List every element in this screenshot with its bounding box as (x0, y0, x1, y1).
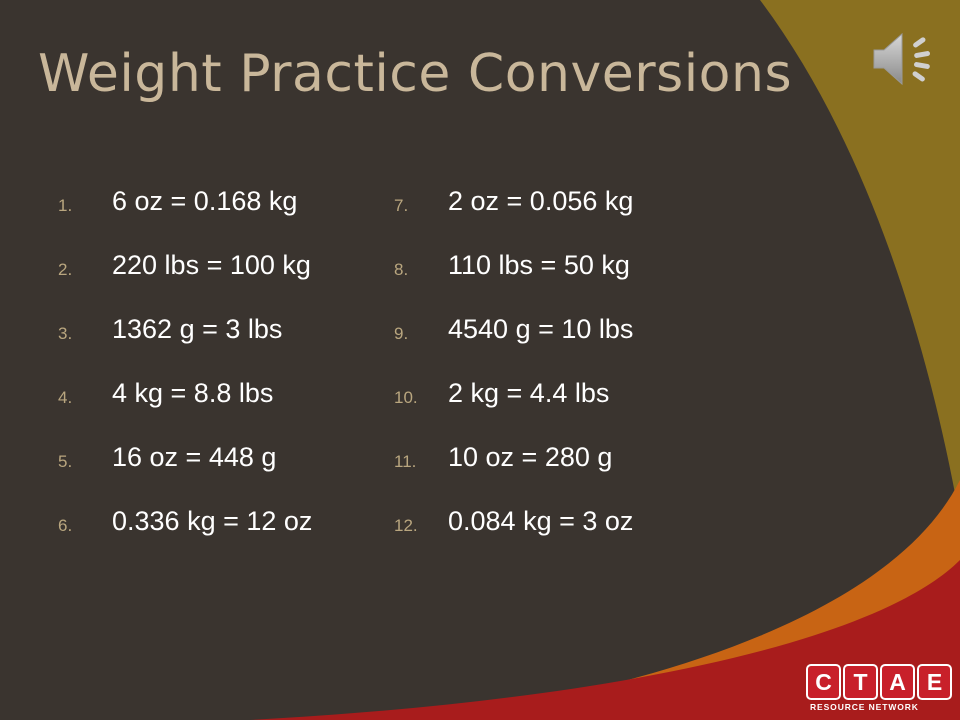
logo-subtitle: RESOURCE NETWORK (810, 702, 919, 712)
logo-letter-e: E (917, 664, 952, 700)
item-text: 0.084 kg = 3 oz (448, 506, 634, 536)
item-number: 6. (58, 516, 73, 535)
item-text: 2 kg = 4.4 lbs (448, 378, 610, 408)
logo-letter-c: C (806, 664, 841, 700)
item-text: 4 kg = 8.8 lbs (112, 378, 274, 408)
item-number: 12. (394, 516, 418, 535)
conversion-list-left: 1. 6 oz = 0.168 kg 2. 220 lbs = 100 kg 3. 1… (58, 186, 312, 570)
list-item: 4. 4 kg = 8.8 lbs (58, 378, 312, 442)
list-item: 11. 10 oz = 280 g (394, 442, 633, 506)
item-text: 10 oz = 280 g (448, 442, 613, 472)
item-number: 11. (394, 452, 417, 471)
list-item: 7. 2 oz = 0.056 kg (394, 186, 633, 250)
item-number: 5. (58, 452, 73, 471)
item-number: 3. (58, 324, 73, 343)
item-number: 4. (58, 388, 73, 407)
item-text: 0.336 kg = 12 oz (112, 506, 313, 536)
list-item: 10. 2 kg = 4.4 lbs (394, 378, 633, 442)
slide-title: Weight Practice Conversions (38, 44, 793, 104)
item-text: 220 lbs = 100 kg (112, 250, 311, 280)
item-number: 2. (58, 260, 73, 279)
logo-letter-a: A (880, 664, 915, 700)
item-text: 16 oz = 448 g (112, 442, 277, 472)
list-item: 12. 0.084 kg = 3 oz (394, 506, 633, 570)
list-item: 5. 16 oz = 448 g (58, 442, 312, 506)
ctae-logo: C T A E RESOURCE NETWORK (806, 664, 954, 714)
item-text: 2 oz = 0.056 kg (448, 186, 634, 216)
item-text: 1362 g = 3 lbs (112, 314, 283, 344)
item-text: 4540 g = 10 lbs (448, 314, 634, 344)
item-text: 6 oz = 0.168 kg (112, 186, 298, 216)
item-number: 9. (394, 324, 409, 343)
list-item: 2. 220 lbs = 100 kg (58, 250, 312, 314)
item-text: 110 lbs = 50 kg (448, 250, 630, 280)
list-item: 6. 0.336 kg = 12 oz (58, 506, 312, 570)
list-item: 8. 110 lbs = 50 kg (394, 250, 633, 314)
item-number: 7. (394, 196, 409, 215)
speaker-icon[interactable] (870, 28, 940, 90)
item-number: 8. (394, 260, 409, 279)
list-item: 9. 4540 g = 10 lbs (394, 314, 633, 378)
list-item: 3. 1362 g = 3 lbs (58, 314, 312, 378)
logo-letter-t: T (843, 664, 878, 700)
item-number: 1. (58, 196, 73, 215)
list-item: 1. 6 oz = 0.168 kg (58, 186, 312, 250)
item-number: 10. (394, 388, 418, 407)
conversion-list-right: 7. 2 oz = 0.056 kg 8. 110 lbs = 50 kg 9. 45… (394, 186, 633, 570)
